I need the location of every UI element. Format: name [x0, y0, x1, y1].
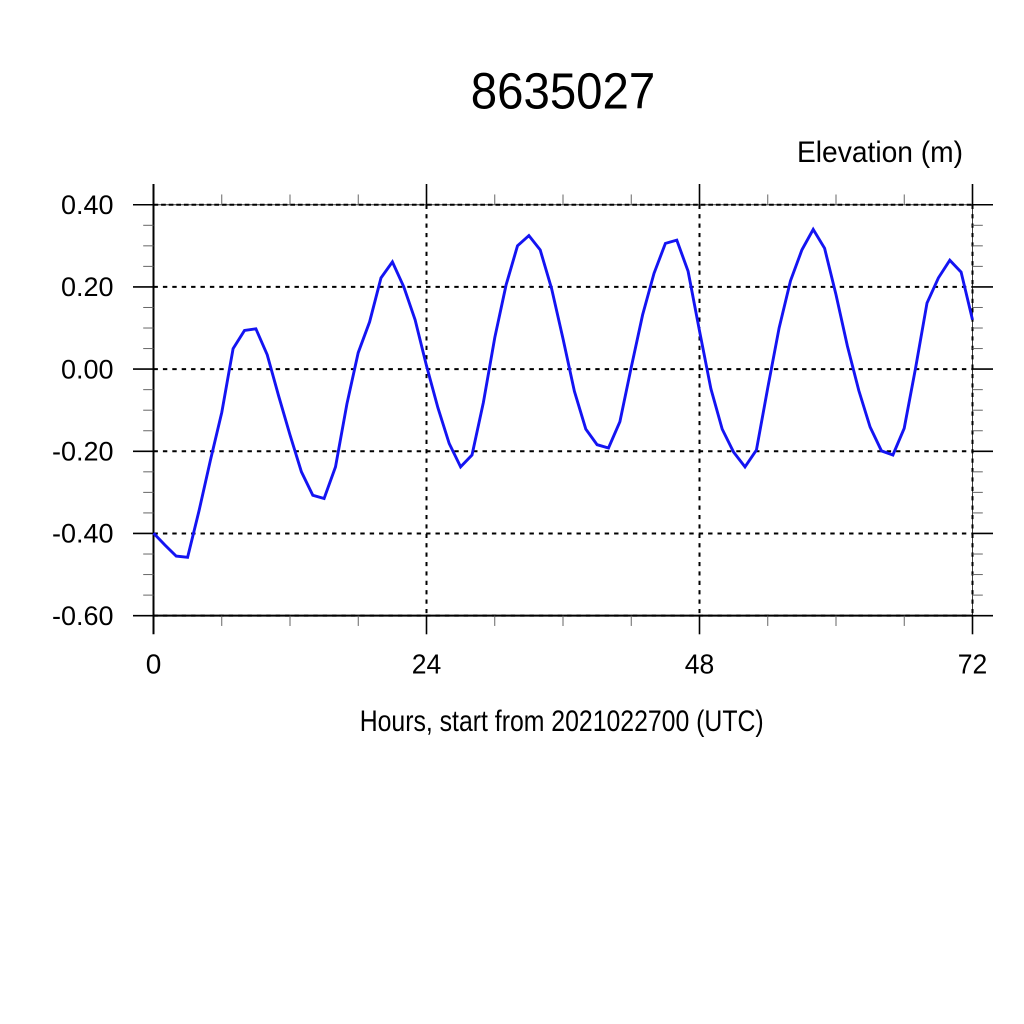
svg-text:48: 48	[685, 649, 715, 680]
svg-text:Elevation (m): Elevation (m)	[797, 136, 963, 169]
svg-text:0: 0	[146, 649, 162, 680]
svg-text:0.40: 0.40	[61, 190, 114, 220]
svg-text:24: 24	[412, 649, 442, 680]
svg-text:Hours, start from 2021022700 (: Hours, start from 2021022700 (UTC)	[360, 705, 764, 738]
svg-text:-0.40: -0.40	[52, 519, 114, 549]
svg-text:0.00: 0.00	[61, 354, 114, 384]
svg-text:72: 72	[958, 649, 988, 680]
svg-text:-0.60: -0.60	[52, 601, 114, 631]
svg-text:8635027: 8635027	[471, 63, 656, 120]
svg-text:0.20: 0.20	[61, 272, 114, 302]
svg-text:-0.20: -0.20	[52, 437, 114, 467]
